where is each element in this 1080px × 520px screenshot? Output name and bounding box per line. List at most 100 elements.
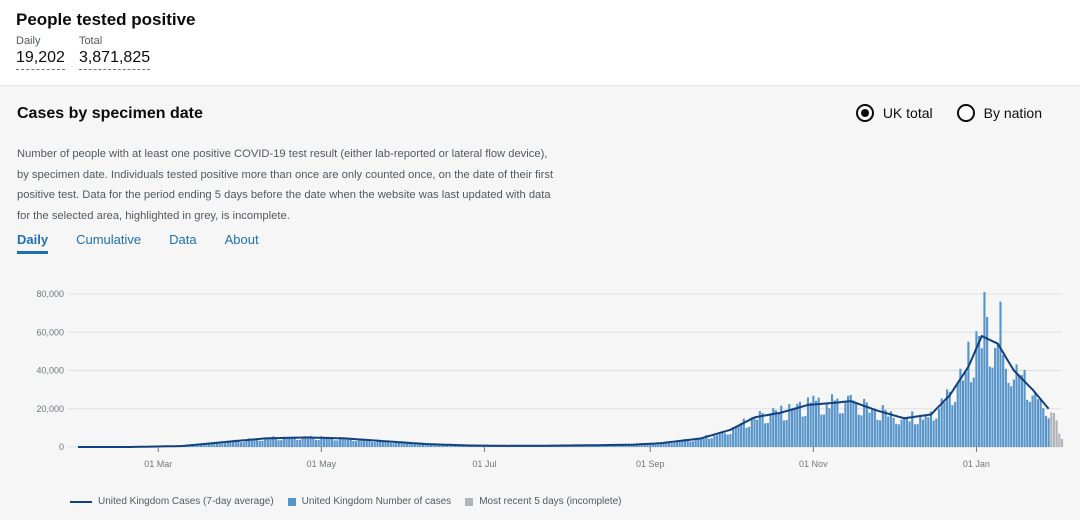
cases-bar <box>617 445 620 447</box>
cases-bar <box>210 442 213 447</box>
cases-bar <box>772 408 775 447</box>
legend-item-average: United Kingdom Cases (7-day average) <box>70 496 274 507</box>
legend-label-incomplete: Most recent 5 days (incomplete) <box>479 496 622 507</box>
cases-bar <box>453 445 457 447</box>
cases-bar <box>673 442 676 447</box>
cases-bar <box>788 404 791 447</box>
cases-bar <box>769 413 772 447</box>
cases-bar <box>1031 395 1034 447</box>
cases-bar <box>451 444 454 447</box>
cases-bar <box>440 444 443 447</box>
cases-bar <box>683 439 687 447</box>
tab-about[interactable]: About <box>224 232 259 247</box>
cases-bar <box>718 433 721 447</box>
cases-bar <box>400 442 403 447</box>
legend-line-swatch <box>70 500 92 503</box>
cases-bar <box>237 441 240 447</box>
tab-data[interactable]: Data <box>169 232 197 247</box>
cases-bar <box>694 438 697 447</box>
cases-bar <box>368 439 371 447</box>
cases-bar <box>868 412 871 447</box>
cases-bar <box>996 343 999 447</box>
cases-bar <box>611 445 614 447</box>
cases-bar <box>999 301 1002 447</box>
cases-bar <box>1034 392 1037 447</box>
radio-checked-icon[interactable] <box>855 104 874 122</box>
cases-bar <box>242 441 245 447</box>
cases-bar <box>429 444 433 447</box>
legend-box-swatch-incomplete <box>465 497 474 506</box>
cases-bar <box>841 413 844 447</box>
legend-label-cases: United Kingdom Number of cases <box>301 496 452 507</box>
x-tick-label: 01 Nov <box>799 459 828 469</box>
cases-bar <box>215 442 219 447</box>
cases-bar <box>199 444 203 447</box>
cases-bar <box>924 415 927 447</box>
cases-bar <box>798 401 802 447</box>
radio-by-nation-label: By nation <box>983 105 1042 121</box>
cases-bar <box>277 440 280 447</box>
cases-bar <box>857 414 860 447</box>
cases-bar <box>724 433 727 447</box>
cases-bar <box>654 444 657 447</box>
x-tick-label: 01 May <box>307 459 337 469</box>
cases-bar <box>638 444 641 447</box>
cases-bar <box>662 442 665 447</box>
cases-bar <box>625 444 628 447</box>
cases-bar <box>903 417 906 447</box>
cases-bar <box>304 437 307 447</box>
cases-bar <box>387 441 390 447</box>
cases-bar <box>889 411 892 447</box>
cases-bar <box>298 439 302 447</box>
cases-bar <box>967 341 970 447</box>
tab-daily[interactable]: Daily <box>17 232 49 254</box>
x-tick-label: 01 Jan <box>963 459 990 469</box>
cases-bar <box>822 414 826 447</box>
cases-bar <box>1020 375 1023 447</box>
cases-bar <box>804 416 807 447</box>
cases-bar <box>373 442 376 447</box>
metric-total-value[interactable]: 3,871,825 <box>78 48 151 70</box>
cases-bar <box>221 443 224 447</box>
cases-bar <box>916 424 919 447</box>
radio-by-nation[interactable]: By nation <box>956 104 1042 122</box>
cases-bar <box>285 437 288 447</box>
x-tick-label: 01 Mar <box>144 459 172 469</box>
cases-bar <box>833 400 836 447</box>
cases-bar <box>432 443 435 447</box>
cases-bar <box>1055 420 1058 447</box>
cases-bar <box>777 412 780 447</box>
cases-bar <box>379 441 382 447</box>
cases-bar <box>445 445 449 447</box>
radio-uk-total[interactable]: UK total <box>855 104 933 122</box>
radio-unchecked-icon[interactable] <box>956 104 975 122</box>
cases-bar <box>793 407 796 447</box>
cases-bar <box>266 438 269 447</box>
headline-metrics: Daily 19,202 Total 3,871,825 <box>16 35 1064 70</box>
cases-bar <box>756 419 759 447</box>
cases-bar <box>817 397 820 447</box>
cases-bar <box>633 445 636 447</box>
cases-bar <box>314 440 318 447</box>
cases-bar <box>250 440 253 447</box>
cases-bar <box>737 425 740 447</box>
cases-bar <box>598 445 601 447</box>
cases-bar <box>248 438 251 447</box>
cases-bar <box>328 437 331 447</box>
cases-bar <box>365 439 368 447</box>
cases-bar <box>790 409 794 447</box>
cases-bar <box>641 444 644 447</box>
cases-bar <box>758 411 761 447</box>
cases-bar <box>796 403 799 447</box>
cases-bar <box>847 395 850 447</box>
cases-bar <box>945 389 949 447</box>
tab-cumulative[interactable]: Cumulative <box>76 232 142 247</box>
cases-bar <box>1050 412 1053 447</box>
cases-bar <box>686 439 689 447</box>
cases-bar <box>232 440 235 447</box>
cases-bar <box>363 439 366 447</box>
metric-daily-value[interactable]: 19,202 <box>16 48 65 70</box>
cases-bar <box>416 443 419 447</box>
cases-bar <box>606 445 609 447</box>
y-tick-label: 20,000 <box>36 404 64 414</box>
